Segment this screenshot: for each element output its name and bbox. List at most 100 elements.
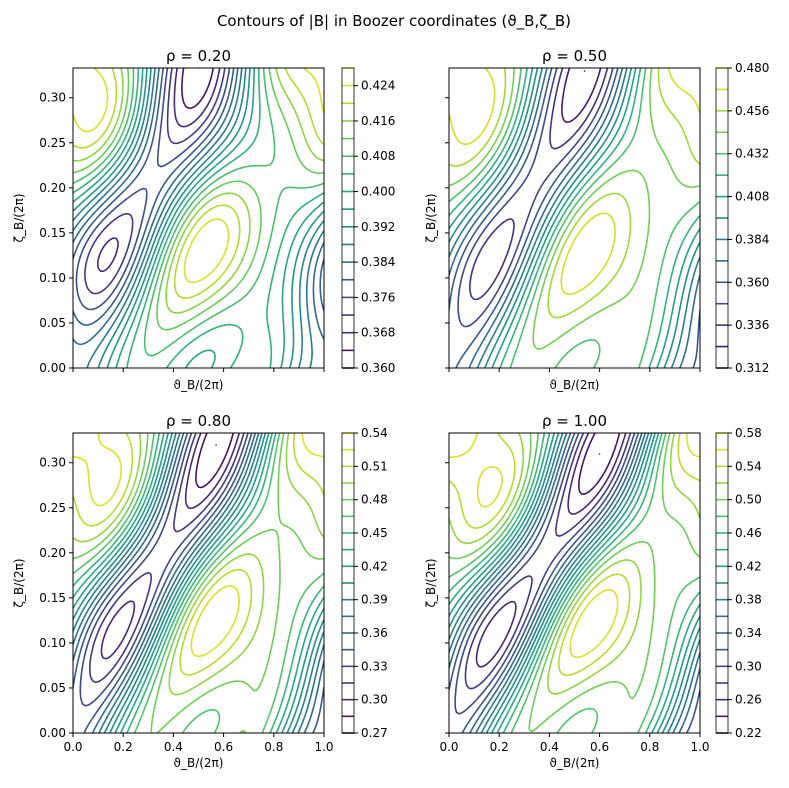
contour-level-6 [449, 68, 700, 368]
contour-level-3 [457, 68, 614, 328]
colorbar-tick-label: 0.46 [735, 526, 762, 540]
y-tick-label: 0.05 [39, 681, 66, 695]
contour-level-8 [73, 433, 324, 733]
contour-level-6 [449, 433, 700, 733]
colorbar-tick-label: 0.424 [361, 79, 395, 93]
colorbar-tick-label: 0.360 [361, 361, 395, 375]
contour-level-7 [73, 433, 324, 733]
contour-level-8 [73, 68, 324, 368]
contour-level-10 [73, 68, 324, 368]
subplot-title: ρ = 0.50 [542, 47, 607, 65]
contour-level-1 [181, 68, 215, 109]
colorbar-frame [341, 432, 355, 734]
colorbar: 0.22 0.26 0.30 0.34 0.38 0.42 0.46 0.50 0.54 0.58 [715, 426, 762, 740]
axes-frame [448, 67, 701, 369]
contour-lines [73, 433, 324, 733]
contour-level-4 [449, 68, 700, 368]
contour-level-11 [449, 433, 700, 733]
y-tick-label: 0.10 [39, 636, 66, 650]
contour-level-5 [449, 68, 700, 368]
colorbar-tick-label: 0.27 [361, 726, 388, 740]
subplot-grid: 0.00 0.05 0.10 0.15 0.20 0.25 0.30 ρ = 0.20 ϑ_B/… [12, 47, 769, 770]
contour-level-17 [73, 433, 324, 658]
contour-lines [73, 68, 324, 368]
contour-level-17 [449, 433, 700, 659]
subplot-1: 0.00 0.05 0.10 0.15 0.20 0.25 0.30 ρ = 0.20 ϑ_B/… [12, 47, 395, 392]
contour-level-12 [449, 433, 700, 733]
y-tick-label: 0.10 [39, 271, 66, 285]
x-tick-label: 0.6 [590, 740, 609, 754]
y-tick-label: 0.00 [39, 726, 66, 740]
contour-level-4 [454, 433, 636, 715]
colorbar-tick-label: 0.36 [361, 626, 388, 640]
colorbar-tick-label: 0.384 [361, 255, 395, 269]
contour-level-13 [449, 433, 700, 733]
y-tick-label: 0.20 [39, 546, 66, 560]
colorbar-tick-label: 0.376 [361, 290, 395, 304]
contour-level-14 [449, 433, 700, 733]
subplot-4: 0.0 0.2 0.4 0.6 0.8 1.0 ρ = 1.00 ϑ_B/(2π) ζ_B/(2… [424, 412, 762, 770]
contour-level-9 [449, 68, 700, 368]
x-tick-label: 0.0 [439, 740, 458, 754]
figure-title: Contours of |B| in Boozer coordinates (ϑ… [217, 12, 571, 31]
colorbar-tick-label: 0.432 [735, 147, 769, 161]
axes-frame [448, 432, 701, 734]
contour-level-12 [73, 433, 324, 733]
contour-level-9 [73, 68, 324, 368]
colorbar-tick-label: 0.408 [735, 190, 769, 204]
colorbar-frame [715, 432, 729, 734]
colorbar-tick-label: 0.42 [735, 559, 762, 573]
colorbar-tick-label: 0.416 [361, 114, 395, 128]
colorbar-tick-label: 0.50 [735, 493, 762, 507]
colorbar-tick-label: 0.33 [361, 659, 388, 673]
subplot-title: ρ = 0.80 [166, 412, 231, 430]
colorbar-tick-label: 0.30 [361, 693, 388, 707]
colorbar-tick-label: 0.51 [361, 459, 388, 473]
contour-level-5 [73, 68, 324, 326]
y-tick-label: 0.15 [39, 591, 66, 605]
y-tick-label: 0.15 [39, 226, 66, 240]
colorbar-tick-label: 0.39 [361, 593, 388, 607]
x-tick-label: 0.2 [490, 740, 509, 754]
x-tick-label: 0.8 [264, 740, 283, 754]
colorbar-tick-label: 0.54 [361, 426, 388, 440]
axes-frame [72, 432, 325, 734]
x-tick-label: 1.0 [314, 740, 333, 754]
x-tick-label: 1.0 [690, 740, 709, 754]
contour-level-3 [89, 433, 245, 683]
x-tick-label: 0.2 [114, 740, 133, 754]
x-axis-label: ϑ_B/(2π) [550, 378, 600, 392]
contour-level-10 [73, 433, 324, 733]
y-tick-label: 0.30 [39, 91, 66, 105]
colorbar-tick-label: 0.26 [735, 693, 762, 707]
colorbar-tick-label: 0.312 [735, 361, 769, 375]
contour-level-5 [449, 433, 700, 733]
contour-level-11 [73, 68, 324, 368]
colorbar-tick-label: 0.54 [735, 459, 762, 473]
contour-level-4 [75, 68, 231, 311]
contour-level-16 [73, 433, 324, 676]
x-tick-label: 0.8 [640, 740, 659, 754]
y-tick-label: 0.05 [39, 316, 66, 330]
contour-level-6 [73, 68, 324, 346]
colorbar-tick-label: 0.368 [361, 326, 395, 340]
colorbar-tick-label: 0.22 [735, 726, 762, 740]
colorbar-tick-label: 0.360 [735, 275, 769, 289]
colorbar: 0.360 0.368 0.376 0.384 0.392 0.400 0.408 0.416… [341, 67, 395, 375]
x-axis-label: ϑ_B/(2π) [174, 756, 224, 770]
contour-level-4 [79, 433, 249, 707]
colorbar-tick-label: 0.38 [735, 593, 762, 607]
contour-lines [449, 433, 700, 733]
contour-level-11 [73, 433, 324, 733]
colorbar: 0.27 0.30 0.33 0.36 0.39 0.42 0.45 0.48 0.51 0.54 [341, 426, 388, 740]
contour-level-16 [449, 433, 700, 676]
y-tick-label: 0.20 [39, 181, 66, 195]
colorbar-tick-label: 0.392 [361, 220, 395, 234]
x-tick-label: 0.4 [540, 740, 559, 754]
contour-level-16 [73, 68, 324, 284]
subplot-title: ρ = 0.20 [166, 47, 231, 65]
colorbar-tick-label: 0.48 [361, 493, 388, 507]
contour-level-15 [449, 433, 700, 695]
x-tick-label: 0.4 [164, 740, 183, 754]
contour-level-2 [469, 68, 609, 301]
